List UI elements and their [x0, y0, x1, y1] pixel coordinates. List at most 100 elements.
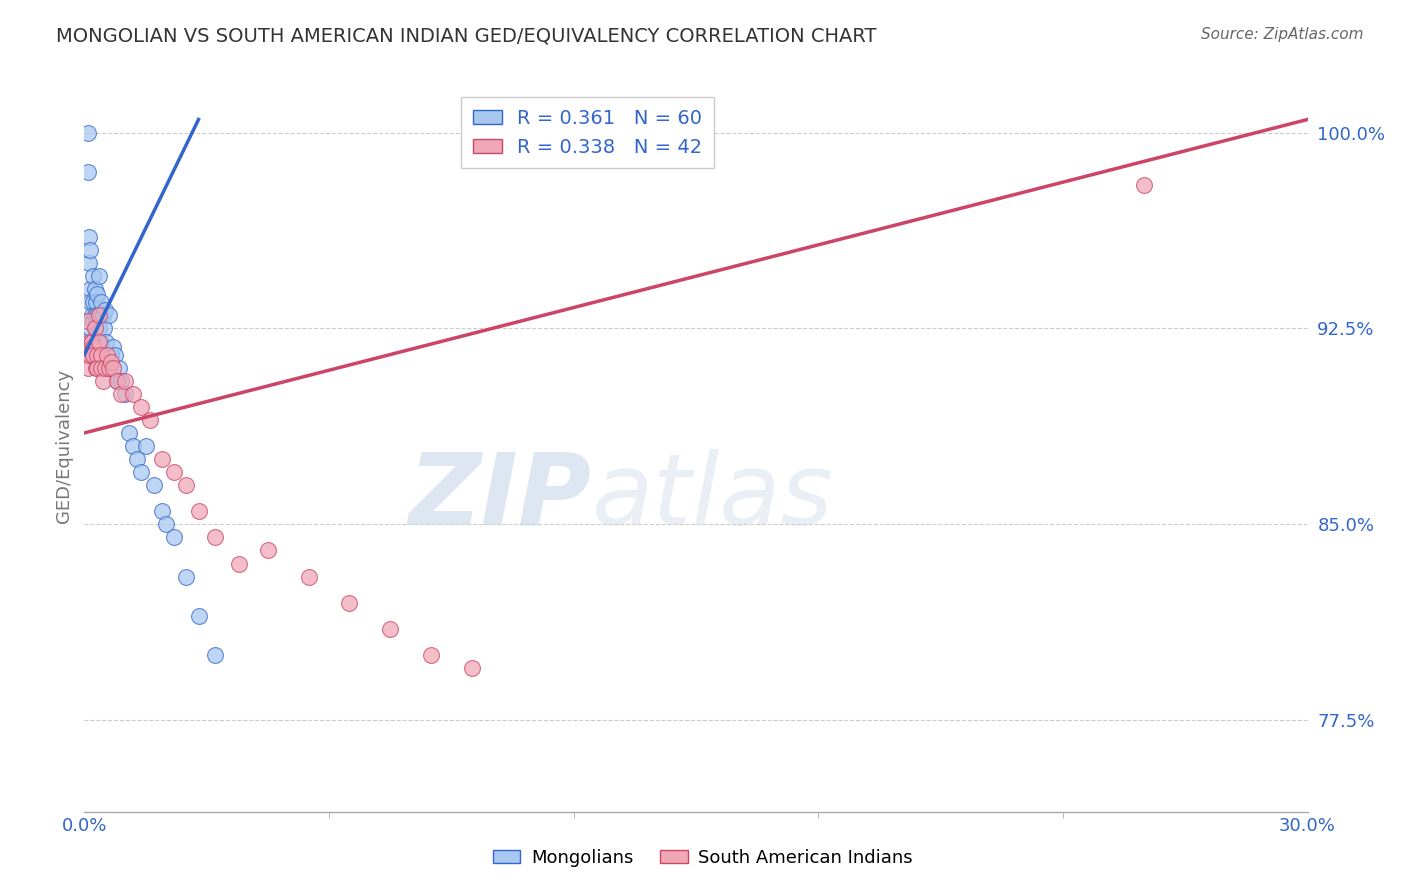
Point [174, 478, 197, 492]
Point [122, 386, 145, 401]
Text: ZIP: ZIP [409, 449, 592, 546]
Point [84, 360, 107, 375]
Point [77, 230, 100, 244]
Point [79, 348, 101, 362]
Point [79, 334, 101, 349]
Point [90, 360, 112, 375]
Point [97, 360, 120, 375]
Point [75, 348, 97, 362]
Point [83, 321, 105, 335]
Point [83, 282, 105, 296]
Point [204, 648, 226, 662]
Point [163, 465, 186, 479]
Point [86, 287, 108, 301]
Point [89, 340, 111, 354]
Point [105, 374, 128, 388]
Point [90, 334, 112, 349]
Point [100, 355, 122, 369]
Point [86, 309, 108, 323]
Point [150, 504, 173, 518]
Point [87, 309, 110, 323]
Point [298, 569, 321, 583]
Point [101, 360, 124, 375]
Point [82, 295, 104, 310]
Point [79, 282, 101, 296]
Point [86, 334, 108, 349]
Point [97, 360, 120, 375]
Point [257, 543, 280, 558]
Legend: Mongolians, South American Indians: Mongolians, South American Indians [486, 842, 920, 874]
Point [79, 243, 101, 257]
Point [77, 164, 100, 178]
Point [82, 348, 104, 362]
Point [91, 374, 114, 388]
Point [127, 452, 149, 467]
Point [204, 531, 226, 545]
Point [105, 374, 128, 388]
Point [80, 334, 103, 349]
Point [97, 309, 120, 323]
Point [187, 608, 209, 623]
Point [77, 313, 100, 327]
Point [80, 334, 103, 349]
Point [75, 334, 97, 349]
Point [131, 400, 153, 414]
Point [96, 348, 118, 362]
Point [82, 348, 104, 362]
Point [82, 340, 104, 354]
Point [420, 648, 443, 662]
Point [93, 303, 115, 318]
Point [87, 269, 110, 284]
Y-axis label: GED/Equivalency: GED/Equivalency [55, 369, 73, 523]
Point [461, 661, 484, 675]
Point [155, 517, 177, 532]
Point [76, 360, 98, 375]
Point [82, 269, 104, 284]
Point [110, 374, 132, 388]
Point [97, 360, 120, 375]
Point [114, 374, 136, 388]
Point [101, 340, 124, 354]
Point [91, 309, 114, 323]
Point [82, 313, 104, 327]
Point [91, 348, 114, 362]
Point [135, 439, 157, 453]
Point [96, 348, 118, 362]
Point [138, 413, 160, 427]
Point [77, 126, 100, 140]
Point [89, 309, 111, 323]
Point [339, 596, 361, 610]
Point [174, 569, 197, 583]
Point [1133, 178, 1156, 192]
Point [83, 348, 105, 362]
Point [76, 348, 98, 362]
Point [104, 348, 127, 362]
Point [79, 295, 101, 310]
Point [94, 334, 117, 349]
Point [86, 360, 108, 375]
Point [79, 321, 101, 335]
Text: atlas: atlas [592, 449, 834, 546]
Point [110, 386, 132, 401]
Point [84, 295, 107, 310]
Legend: R = 0.361   N = 60, R = 0.338   N = 42: R = 0.361 N = 60, R = 0.338 N = 42 [461, 97, 714, 169]
Point [87, 321, 110, 335]
Point [93, 321, 115, 335]
Point [163, 531, 186, 545]
Point [100, 348, 122, 362]
Point [87, 334, 110, 349]
Point [80, 309, 103, 323]
Point [114, 386, 136, 401]
Point [108, 360, 131, 375]
Point [131, 465, 153, 479]
Point [77, 340, 100, 354]
Point [86, 348, 108, 362]
Point [93, 360, 115, 375]
Point [93, 360, 115, 375]
Point [380, 622, 402, 636]
Point [90, 348, 112, 362]
Point [77, 256, 100, 270]
Point [228, 557, 250, 571]
Point [122, 439, 145, 453]
Point [150, 452, 173, 467]
